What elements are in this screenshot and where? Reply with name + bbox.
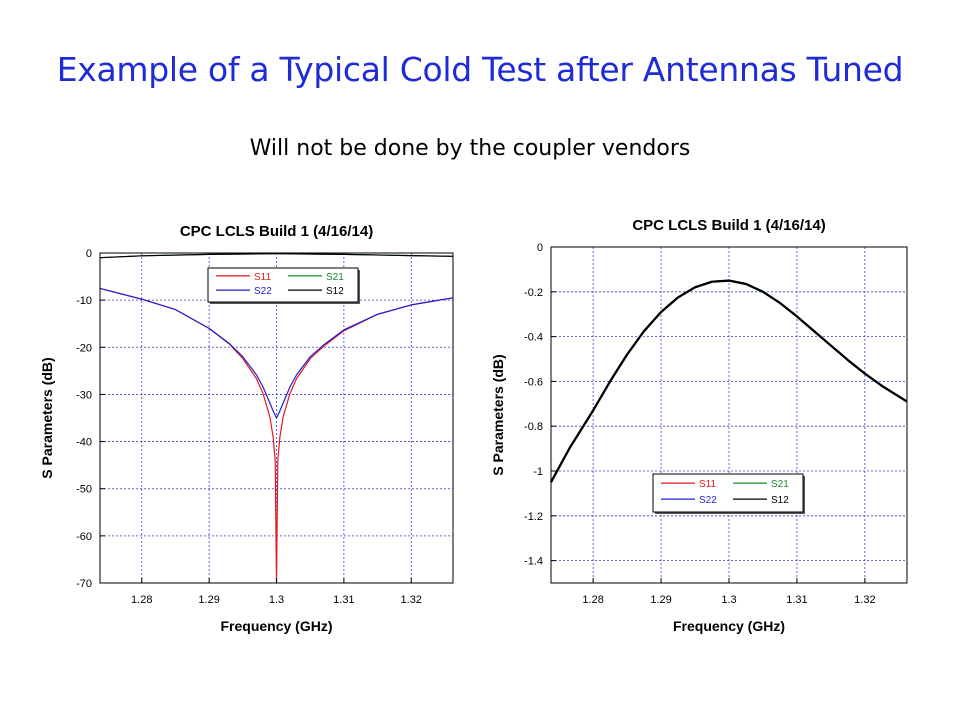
legend-label-s12: S12	[326, 286, 344, 297]
x-axis-label: Frequency (GHz)	[220, 618, 332, 634]
legend-label-s12: S12	[771, 495, 789, 506]
series-line-s12	[99, 253, 454, 259]
legend-label-s22: S22	[699, 495, 717, 506]
tick-labels: 1.28 1.29 1.3 1.31 1.32 0 -0.2 -0.4 -0.6 -0.8 -1 -1…	[524, 242, 876, 606]
legend-box	[652, 473, 804, 513]
legend: S11 S22 S21 S12	[652, 473, 805, 514]
y-tick-label: -0.4	[524, 332, 543, 344]
y-tick-label: -50	[76, 484, 92, 496]
y-tick-label: -60	[76, 531, 92, 543]
legend-label-s22: S22	[254, 286, 272, 297]
y-tick-label: 0	[86, 248, 92, 260]
x-tick-label: 1.28	[582, 594, 603, 606]
legend-label-s11: S11	[254, 272, 271, 283]
y-tick-label: -30	[76, 389, 92, 401]
y-axis-label: S Parameters (dB)	[39, 357, 55, 478]
slide-title: Example of a Typical Cold Test after Ant…	[56, 50, 904, 89]
legend-box	[207, 267, 359, 303]
chart-1-group: 1.28 1.29 1.3 1.31 1.32 0 -10 -20 -30 -40 -50 -60 -7…	[39, 223, 454, 634]
y-tick-label: -0.6	[524, 376, 543, 388]
chart-title: CPC LCLS Build 1 (4/16/14)	[632, 217, 825, 234]
y-tick-label: -0.2	[524, 287, 543, 299]
x-tick-label: 1.32	[854, 594, 875, 606]
series-line-s12	[550, 279, 908, 483]
y-tick-label: -10	[76, 295, 92, 307]
y-tick-label: -1.2	[524, 511, 543, 523]
y-tick-label: -70	[76, 578, 92, 590]
legend: S11 S22 S21 S12	[207, 267, 360, 304]
x-tick-label: 1.31	[786, 594, 807, 606]
x-tick-label: 1.28	[131, 594, 152, 606]
y-tick-label: -1	[533, 466, 543, 478]
series-line-s22	[99, 287, 454, 419]
y-tick-label: -40	[76, 437, 92, 449]
x-tick-label: 1.31	[333, 594, 354, 606]
y-tick-label: 0	[537, 242, 543, 254]
legend-label-s21: S21	[771, 479, 789, 490]
slide-subtitle: Will not be done by the coupler vendors	[249, 136, 691, 161]
tick-labels: 1.28 1.29 1.3 1.31 1.32 0 -10 -20 -30 -40 -50 -60 -7…	[76, 248, 422, 606]
x-tick-label: 1.29	[198, 594, 219, 606]
y-tick-label: -1.4	[524, 556, 543, 568]
legend-label-s21: S21	[326, 272, 344, 283]
x-axis-label: Frequency (GHz)	[673, 618, 785, 634]
y-tick-label: -0.8	[524, 421, 543, 433]
x-tick-label: 1.29	[650, 594, 671, 606]
y-tick-label: -20	[76, 342, 92, 354]
legend-label-s11: S11	[699, 479, 716, 490]
series-group	[550, 279, 908, 483]
x-tick-label: 1.3	[269, 594, 284, 606]
x-tick-label: 1.3	[721, 594, 736, 606]
chart-2-group: 1.28 1.29 1.3 1.31 1.32 0 -0.2 -0.4 -0.6 -0.8 -1 -1…	[490, 217, 908, 634]
chart-title: CPC LCLS Build 1 (4/16/14)	[180, 223, 373, 240]
y-axis-label: S Parameters (dB)	[490, 354, 506, 475]
x-tick-label: 1.32	[401, 594, 422, 606]
